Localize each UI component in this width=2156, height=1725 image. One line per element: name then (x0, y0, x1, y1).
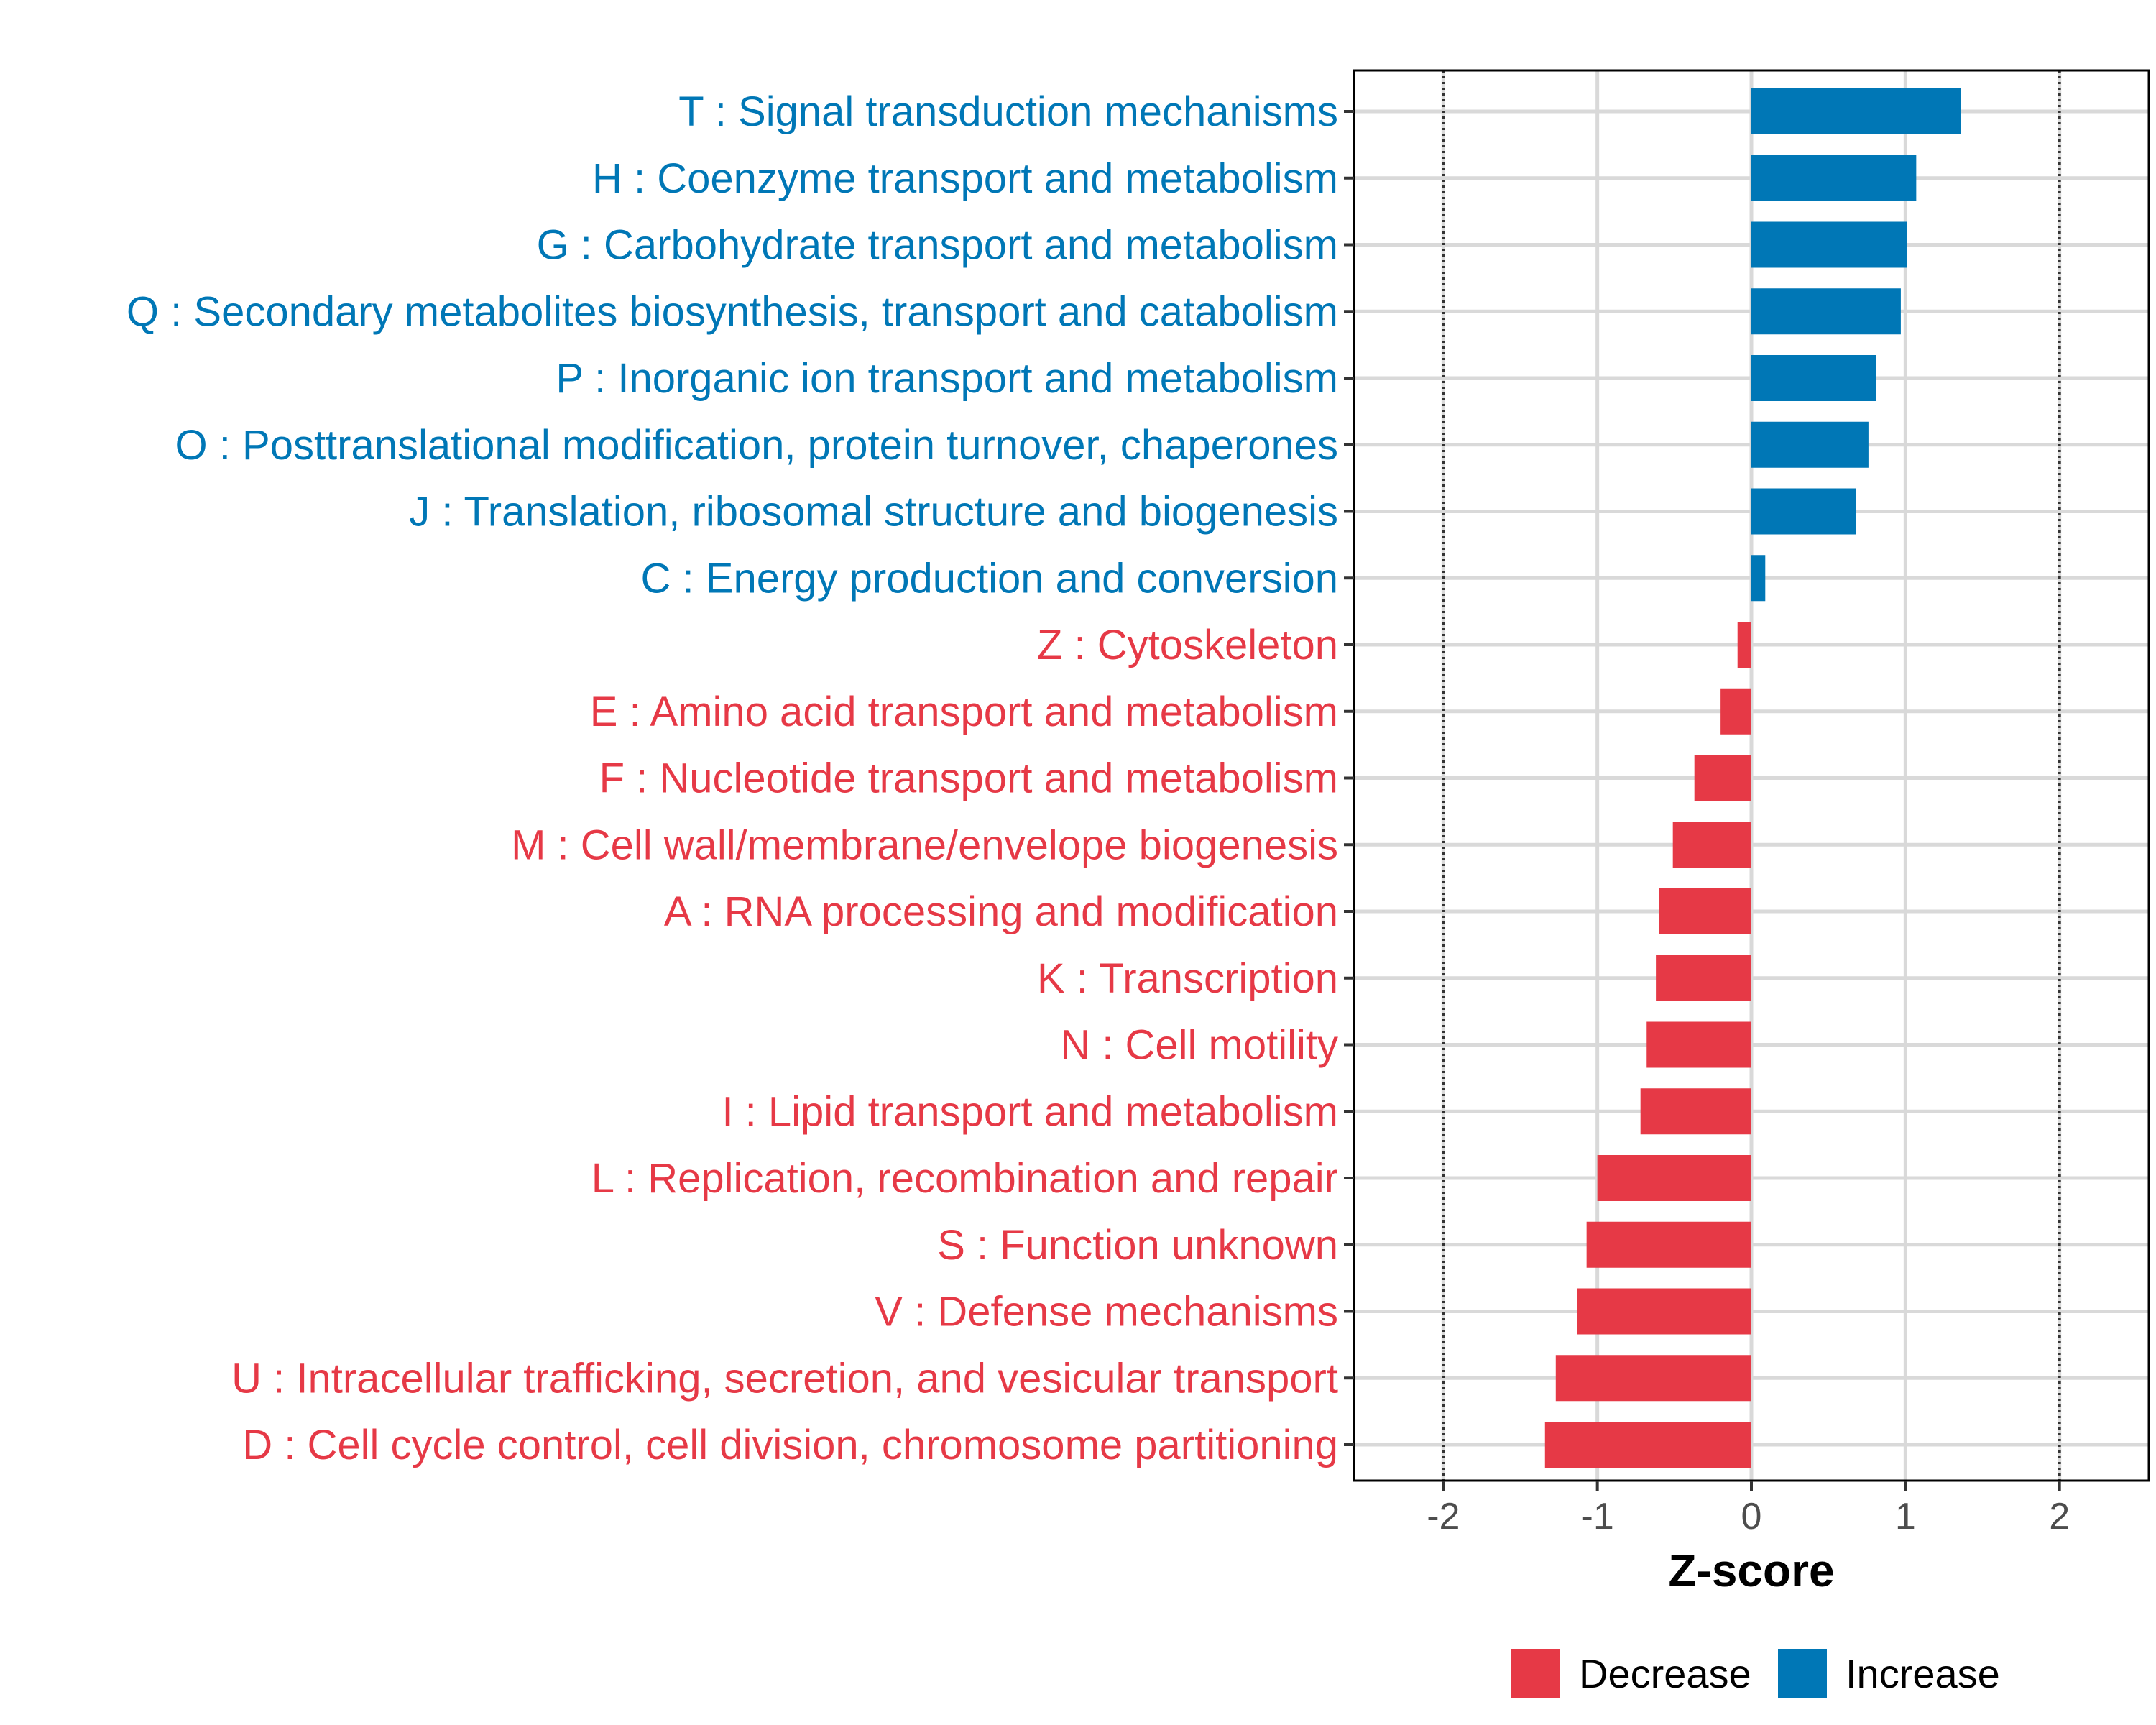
bars (1544, 88, 1961, 1468)
bar (1640, 1088, 1751, 1135)
y-tick-label: Q : Secondary metabolites biosynthesis, … (126, 288, 1338, 335)
y-tick-label: D : Cell cycle control, cell division, c… (242, 1422, 1338, 1468)
bar (1646, 1021, 1751, 1068)
y-tick-label: V : Defense mechanisms (875, 1289, 1338, 1335)
x-tick-label: 0 (1741, 1496, 1762, 1537)
x-tick-label: 2 (2049, 1496, 2070, 1537)
y-tick-label: F : Nucleotide transport and metabolism (599, 755, 1338, 802)
y-tick-label: T : Signal transduction mechanisms (678, 88, 1338, 135)
x-tick-label: -1 (1581, 1496, 1614, 1537)
bar (1597, 1155, 1751, 1201)
bar (1720, 688, 1751, 735)
bar (1751, 155, 1917, 201)
y-tick-label: H : Coenzyme transport and metabolism (592, 155, 1338, 202)
bar (1751, 421, 1869, 468)
y-tick-label: K : Transcription (1037, 955, 1338, 1002)
y-tick-label: U : Intracellular trafficking, secretion… (231, 1355, 1338, 1402)
y-tick-label: C : Energy production and conversion (641, 555, 1338, 602)
bar (1751, 488, 1856, 535)
y-tick-label: Z : Cytoskeleton (1037, 622, 1338, 668)
bar (1751, 221, 1907, 268)
y-tick-label: O : Posttranslational modification, prot… (175, 422, 1338, 469)
legend-key (1511, 1649, 1560, 1698)
x-axis-ticks: -2 -1 0 1 2 (1427, 1481, 2070, 1537)
bar (1751, 288, 1901, 335)
y-tick-label: S : Function unknown (937, 1222, 1338, 1269)
bar (1751, 555, 1766, 602)
bar (1555, 1355, 1751, 1402)
bar (1737, 622, 1751, 668)
y-tick-label: J : Translation, ribosomal structure and… (409, 489, 1338, 535)
y-tick-label: G : Carbohydrate transport and metabolis… (537, 222, 1338, 269)
bar (1659, 888, 1751, 934)
bar (1544, 1422, 1751, 1468)
bar (1751, 88, 1961, 134)
legend-label: Increase (1846, 1651, 2000, 1696)
y-tick-label: N : Cell motility (1060, 1022, 1338, 1069)
y-tick-label: P : Inorganic ion transport and metaboli… (556, 355, 1338, 402)
legend-key (1778, 1649, 1827, 1698)
y-tick-label: M : Cell wall/membrane/envelope biogenes… (511, 822, 1338, 868)
x-axis-title: Z-score (1668, 1545, 1834, 1596)
legend-label: Decrease (1579, 1651, 1751, 1696)
bar (1577, 1288, 1751, 1335)
bar (1672, 822, 1751, 868)
bar (1751, 355, 1876, 401)
y-tick-label: I : Lipid transport and metabolism (722, 1088, 1338, 1135)
x-tick-label: -2 (1427, 1496, 1460, 1537)
y-axis-category-labels: T : Signal transduction mechanisms H : Co… (126, 88, 1338, 1468)
x-tick-label: 1 (1895, 1496, 1916, 1537)
bar (1586, 1221, 1751, 1268)
bar (1656, 954, 1751, 1001)
y-tick-label: L : Replication, recombination and repai… (591, 1155, 1338, 1202)
legend: Decrease Increase (1511, 1649, 2000, 1698)
bar (1694, 755, 1751, 801)
y-tick-label: A : RNA processing and modification (664, 888, 1338, 935)
y-axis-ticks (1344, 110, 1354, 1446)
y-tick-label: E : Amino acid transport and metabolism (590, 689, 1338, 735)
